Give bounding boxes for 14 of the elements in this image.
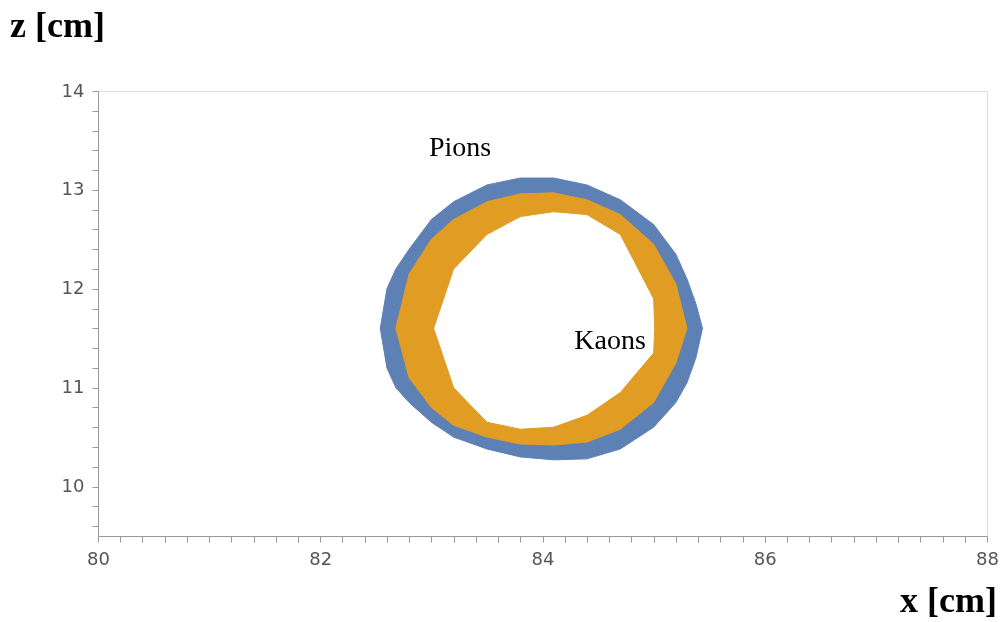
x-tick-label: 88 (976, 547, 999, 569)
x-axis-title: x [cm] (900, 580, 997, 620)
x-tick-label: 84 (531, 547, 555, 569)
x-tick-label: 82 (309, 547, 333, 569)
y-tick-label: 10 (61, 475, 85, 497)
annotation: Pions (428, 131, 492, 162)
x-tick-label: 80 (87, 547, 110, 569)
y-tick-label: 14 (61, 79, 85, 101)
y-tick-label: 12 (61, 277, 85, 299)
x-tick-label: 86 (753, 547, 777, 569)
y-tick-label: 13 (61, 178, 85, 200)
annotation: Kaons (574, 324, 646, 355)
y-axis-title: z [cm] (10, 5, 105, 45)
y-tick-label: 11 (61, 376, 85, 398)
